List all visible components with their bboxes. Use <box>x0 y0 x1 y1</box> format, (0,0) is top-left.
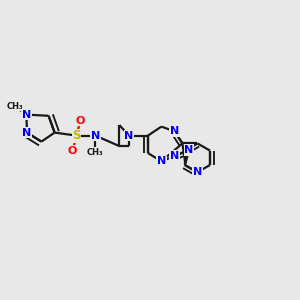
Text: N: N <box>124 130 134 141</box>
Text: O: O <box>76 116 85 126</box>
Text: N: N <box>170 151 179 161</box>
Text: N: N <box>91 130 100 141</box>
Text: N: N <box>184 145 194 155</box>
Text: N: N <box>22 128 32 138</box>
Text: CH₃: CH₃ <box>7 102 23 111</box>
Text: N: N <box>157 156 166 167</box>
Text: N: N <box>170 126 179 136</box>
Text: N: N <box>193 167 202 177</box>
Text: N: N <box>22 110 31 120</box>
Text: CH₃: CH₃ <box>87 148 104 157</box>
Text: S: S <box>72 129 81 142</box>
Text: O: O <box>68 146 77 156</box>
